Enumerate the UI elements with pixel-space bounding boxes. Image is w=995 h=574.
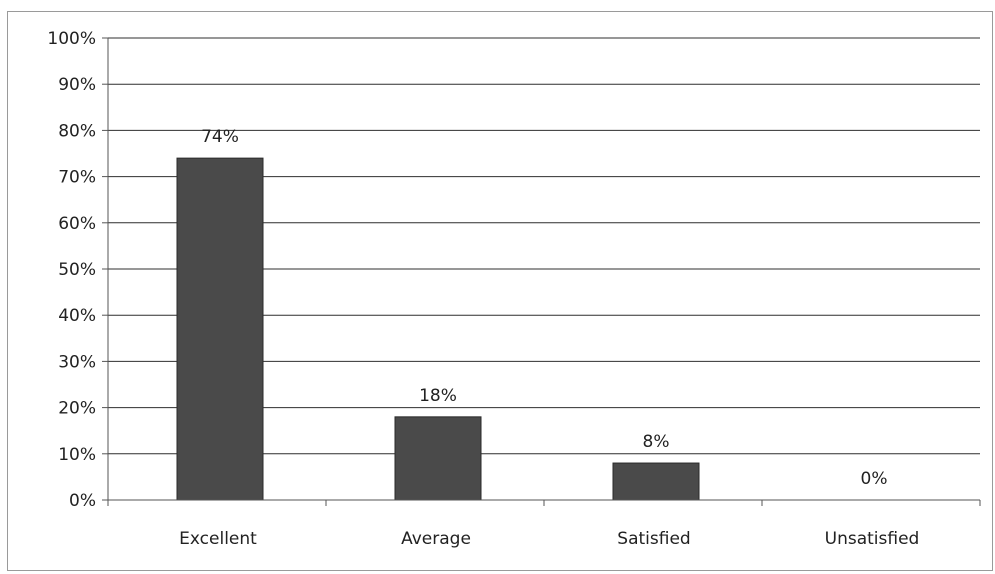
- y-tick-label: 20%: [58, 399, 96, 419]
- y-tick-label: 100%: [47, 29, 96, 49]
- y-tick-label: 40%: [58, 306, 96, 326]
- data-label-excellent: 74%: [201, 127, 239, 147]
- y-tick-label: 50%: [58, 260, 96, 280]
- y-tick-label: 90%: [58, 75, 96, 95]
- bar-excellent: [176, 157, 264, 501]
- category-label-average: Average: [401, 529, 471, 549]
- y-tick-label: 70%: [58, 168, 96, 188]
- y-tick-label: 30%: [58, 352, 96, 372]
- y-tick-label: 60%: [58, 214, 96, 234]
- category-label-unsatisfied: Unsatisfied: [825, 529, 920, 549]
- y-tick-label: 10%: [58, 445, 96, 465]
- bar-average: [394, 416, 482, 501]
- y-tick-label: 0%: [69, 491, 96, 511]
- bar-satisfied: [612, 462, 700, 501]
- y-tick-label: 80%: [58, 121, 96, 141]
- chart-frame: [7, 11, 993, 571]
- data-labels: 74% 18% 8% 0%: [201, 127, 887, 489]
- y-axis-tick-labels: 0% 10% 20% 30% 40% 50% 60% 70% 80% 90% 100%: [47, 29, 96, 511]
- data-label-average: 18%: [419, 386, 457, 406]
- data-label-unsatisfied: 0%: [861, 469, 888, 489]
- axes: [102, 37, 981, 506]
- category-label-satisfied: Satisfied: [617, 529, 690, 549]
- category-label-excellent: Excellent: [179, 529, 257, 549]
- data-label-satisfied: 8%: [643, 432, 670, 452]
- bars: [176, 157, 700, 501]
- x-axis-category-labels: Excellent Average Satisfied Unsatisfied: [179, 529, 919, 549]
